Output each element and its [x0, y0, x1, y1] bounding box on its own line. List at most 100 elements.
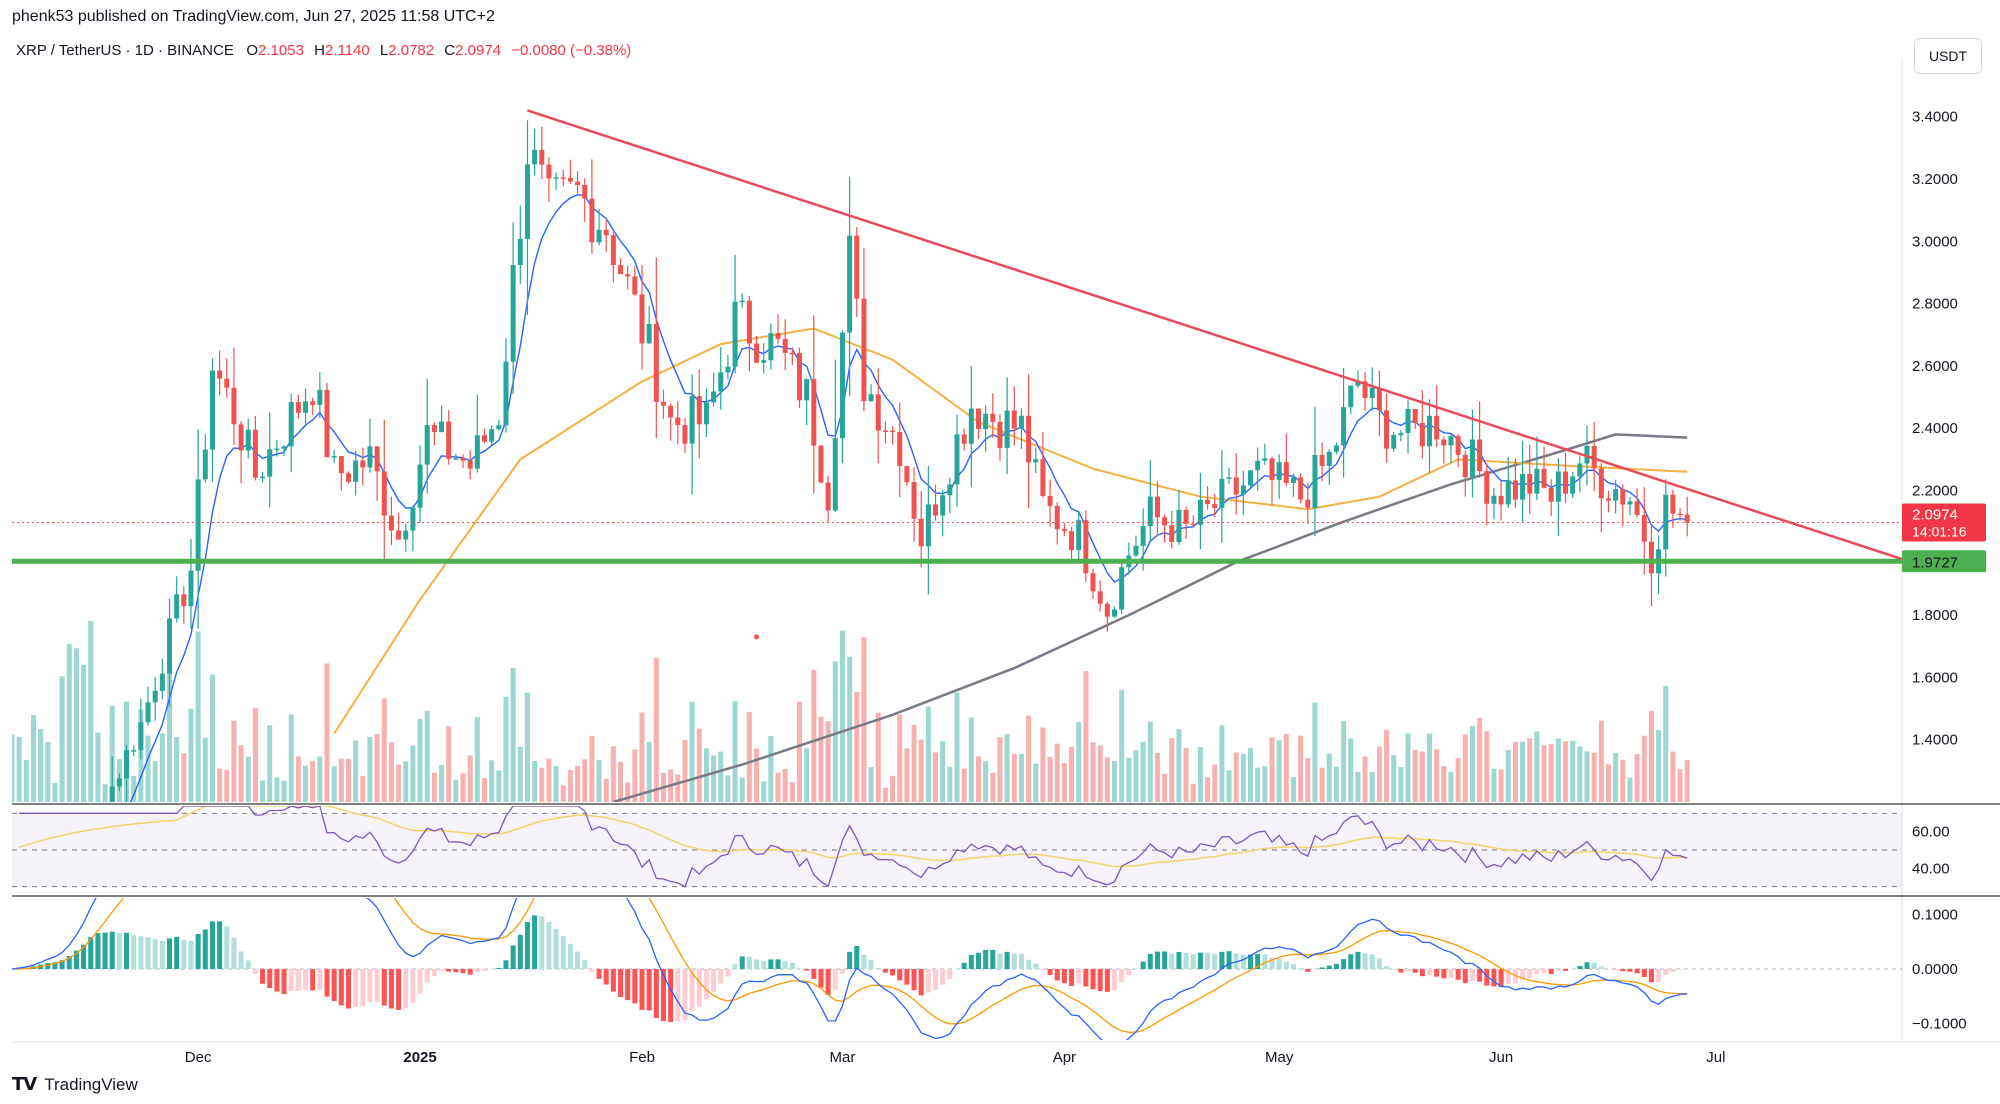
- macd-histogram-bar: [632, 969, 638, 1004]
- open-label: O: [246, 42, 259, 59]
- macd-histogram-bar: [1262, 954, 1268, 969]
- volume-bar: [1534, 731, 1540, 802]
- macd-histogram-bar: [1018, 953, 1024, 969]
- symbol-label[interactable]: XRP / TetherUS · 1D · BINANCE: [16, 42, 234, 59]
- footer-brand[interactable]: 𝗧𝗩 TradingView: [12, 1074, 138, 1095]
- volume-bar: [603, 778, 609, 802]
- candle-body: [775, 333, 781, 339]
- macd-histogram-bar: [933, 969, 939, 991]
- candle-body: [1620, 489, 1626, 505]
- macd-histogram-bar: [1520, 969, 1526, 980]
- volume-bar: [1512, 741, 1518, 802]
- macd-histogram-bar: [997, 953, 1003, 969]
- candle-body: [1369, 387, 1375, 399]
- candle-body: [1391, 435, 1397, 449]
- candle-body: [374, 446, 380, 472]
- candle-body: [1634, 501, 1640, 515]
- candle-body: [152, 690, 158, 703]
- volume-bar: [1448, 771, 1454, 802]
- candle-body: [1598, 468, 1604, 499]
- volume-bar: [388, 742, 394, 802]
- candle-body: [410, 507, 416, 531]
- candle-body: [1205, 499, 1211, 505]
- candle-body: [295, 402, 301, 413]
- volume-bar: [1548, 744, 1554, 802]
- candle-body: [947, 484, 953, 496]
- macd-tick-label: 0.0000: [1912, 961, 1958, 978]
- candle-body: [1276, 462, 1282, 481]
- time-tick-label: Jul: [1706, 1049, 1725, 1066]
- volume-bar: [1140, 741, 1146, 802]
- rsi-pane: 60.00 40.00: [12, 803, 2000, 888]
- macd-histogram-bar: [1212, 953, 1218, 969]
- macd-histogram-bar: [1527, 969, 1533, 979]
- volume-bar: [1584, 751, 1590, 802]
- volume-bar: [52, 782, 58, 802]
- macd-histogram-bar: [682, 969, 688, 1020]
- candle-body: [1663, 494, 1669, 550]
- volume-bar: [281, 780, 287, 802]
- volume-bar: [1570, 741, 1576, 802]
- time-tick-label: Dec: [185, 1049, 212, 1066]
- candle-body: [897, 431, 903, 467]
- rsi-line: [19, 806, 1688, 888]
- volume-bar: [1362, 756, 1368, 802]
- candle-body: [267, 449, 273, 477]
- volume-bar: [682, 739, 688, 802]
- candle-body: [703, 402, 709, 425]
- volume-bar: [868, 767, 874, 802]
- macd-histogram-bar: [202, 929, 208, 969]
- candle-body: [904, 466, 910, 483]
- macd-histogram-bar: [1348, 954, 1354, 969]
- macd-histogram-bar: [338, 969, 344, 1006]
- support-price-label: 1.9727: [1912, 554, 1958, 571]
- macd-histogram-bar: [1312, 968, 1318, 969]
- annotation-dot: [754, 634, 760, 640]
- volume-bar: [1505, 749, 1511, 802]
- candle-body: [582, 184, 588, 199]
- volume-bar: [1677, 769, 1683, 802]
- macd-histogram-bar: [618, 969, 624, 997]
- candle-body: [245, 429, 251, 451]
- candle-body: [1555, 471, 1561, 502]
- volume-bar: [975, 756, 981, 802]
- macd-histogram-bar: [59, 960, 65, 969]
- candle-body: [975, 408, 981, 429]
- macd-histogram-bar: [610, 969, 616, 992]
- macd-histogram-bar: [116, 932, 122, 969]
- macd-histogram-bar: [1398, 969, 1404, 973]
- candle-body: [746, 300, 752, 344]
- volume-bar: [489, 760, 495, 802]
- macd-histogram-bar: [1069, 969, 1075, 986]
- volume-bar: [1398, 767, 1404, 802]
- candle-body: [303, 401, 309, 413]
- candle-body: [653, 323, 659, 402]
- macd-histogram-bar: [1677, 969, 1683, 970]
- candle-body: [804, 379, 810, 401]
- candle-body: [782, 338, 788, 353]
- candle-body: [324, 389, 330, 458]
- volume-bar: [1212, 764, 1218, 802]
- macd-histogram-bar: [145, 937, 151, 969]
- macd-histogram-bar: [1462, 969, 1468, 984]
- volume-bar: [1076, 721, 1082, 802]
- volume-bar: [1663, 686, 1669, 802]
- volume-bar: [754, 748, 760, 802]
- candle-body: [503, 361, 509, 426]
- price-tick-label: 1.6000: [1912, 669, 1958, 686]
- macd-tick-label: −0.1000: [1912, 1016, 1967, 1033]
- candle-body: [338, 456, 344, 474]
- macd-histogram-bar: [1047, 969, 1053, 976]
- macd-histogram-bar: [45, 963, 51, 969]
- volume-bar: [854, 692, 860, 802]
- macd-histogram-bar: [460, 969, 466, 974]
- price-tick-label: 2.8000: [1912, 296, 1958, 313]
- price-tick-label: 1.4000: [1912, 732, 1958, 749]
- volume-bar: [209, 674, 215, 802]
- currency-button[interactable]: USDT: [1914, 38, 1982, 74]
- macd-histogram-bar: [1541, 969, 1547, 974]
- candle-body: [668, 405, 674, 418]
- candle-body: [1255, 460, 1261, 471]
- candle-body: [1169, 525, 1175, 543]
